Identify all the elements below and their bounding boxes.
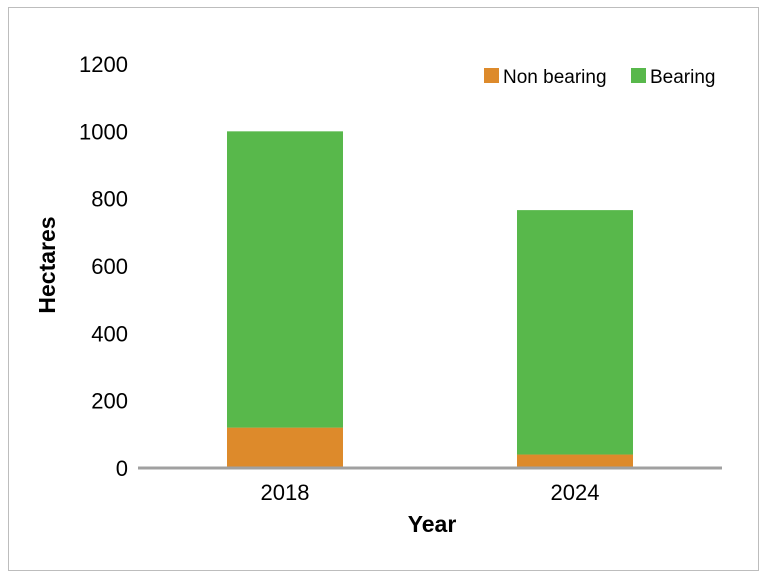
bar-bearing-2024: [517, 210, 633, 455]
y-axis-label: Hectares: [34, 216, 60, 313]
bar-non-bearing-2024: [517, 454, 633, 468]
legend-swatch: [631, 68, 646, 83]
y-tick-label: 200: [91, 389, 128, 414]
x-axis-label: Year: [408, 511, 457, 537]
legend: Non bearing Bearing: [484, 67, 716, 88]
legend-label: Non bearing: [503, 67, 607, 88]
bar-non-bearing-2018: [227, 427, 343, 468]
bar-bearing-2018: [227, 131, 343, 428]
y-tick-label: 1000: [79, 119, 128, 144]
y-tick-label: 800: [91, 187, 128, 212]
legend-swatch: [484, 68, 499, 83]
x-tick-label: 2018: [261, 480, 310, 505]
legend-label: Bearing: [650, 67, 716, 88]
x-tick-label: 2024: [551, 480, 600, 505]
y-tick-label: 600: [91, 254, 128, 279]
y-tick-label: 400: [91, 321, 128, 346]
y-tick-label: 0: [116, 456, 128, 481]
y-tick-label: 1200: [79, 52, 128, 77]
chart-frame: [8, 7, 759, 571]
